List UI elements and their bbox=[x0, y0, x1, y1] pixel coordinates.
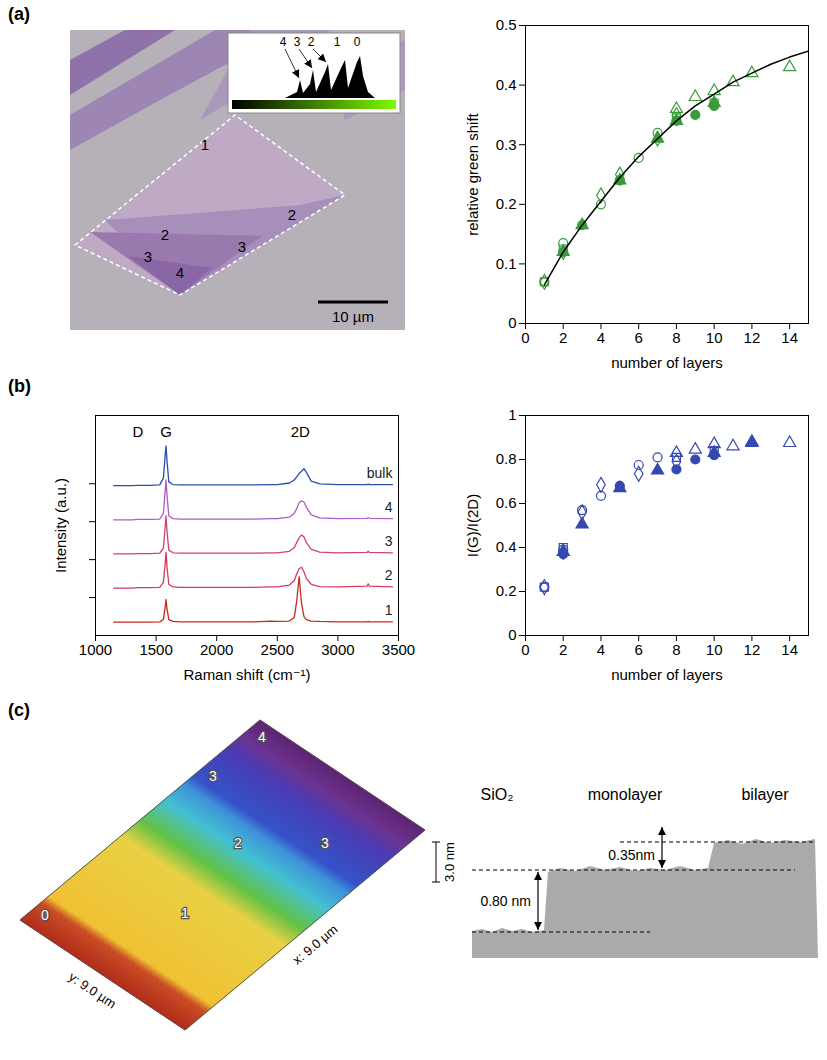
svg-text:0.3: 0.3 bbox=[496, 136, 517, 153]
svg-text:2: 2 bbox=[288, 206, 296, 223]
svg-text:number of layers: number of layers bbox=[611, 666, 723, 683]
svg-text:10: 10 bbox=[706, 641, 723, 658]
svg-text:2: 2 bbox=[559, 329, 567, 346]
svg-text:4: 4 bbox=[176, 264, 184, 281]
svg-text:4: 4 bbox=[597, 641, 605, 658]
svg-text:y: 9.0 µm: y: 9.0 µm bbox=[66, 969, 119, 1011]
svg-text:3: 3 bbox=[294, 35, 301, 49]
svg-text:12: 12 bbox=[744, 641, 761, 658]
svg-text:3.0 nm: 3.0 nm bbox=[442, 842, 457, 882]
svg-text:3: 3 bbox=[385, 533, 393, 549]
svg-text:3: 3 bbox=[144, 248, 152, 265]
svg-text:10: 10 bbox=[706, 329, 723, 346]
svg-text:0.5: 0.5 bbox=[496, 16, 517, 33]
svg-text:0: 0 bbox=[41, 907, 49, 923]
svg-text:2: 2 bbox=[559, 641, 567, 658]
svg-text:3500: 3500 bbox=[382, 641, 415, 658]
svg-text:6: 6 bbox=[635, 329, 643, 346]
svg-text:0.4: 0.4 bbox=[496, 538, 517, 555]
svg-text:1500: 1500 bbox=[139, 641, 172, 658]
svg-text:4: 4 bbox=[597, 329, 605, 346]
svg-text:G: G bbox=[160, 423, 172, 440]
svg-text:I(G)/I(2D): I(G)/I(2D) bbox=[464, 494, 481, 557]
svg-text:(c): (c) bbox=[8, 700, 30, 720]
svg-text:0.8: 0.8 bbox=[496, 450, 517, 467]
svg-text:x: 9.0 µm: x: 9.0 µm bbox=[290, 922, 341, 968]
svg-text:2: 2 bbox=[385, 567, 393, 583]
svg-text:0.1: 0.1 bbox=[496, 255, 517, 272]
svg-text:Intensity (a.u.): Intensity (a.u.) bbox=[52, 478, 69, 573]
svg-text:1: 1 bbox=[508, 406, 516, 423]
svg-text:monolayer: monolayer bbox=[588, 786, 663, 803]
svg-text:4: 4 bbox=[280, 35, 287, 49]
svg-text:0.2: 0.2 bbox=[496, 582, 517, 599]
svg-text:number of layers: number of layers bbox=[611, 354, 723, 371]
svg-text:0: 0 bbox=[508, 626, 516, 643]
svg-text:0.4: 0.4 bbox=[496, 76, 517, 93]
svg-text:1: 1 bbox=[201, 136, 209, 153]
svg-text:6: 6 bbox=[635, 641, 643, 658]
svg-text:0: 0 bbox=[521, 641, 529, 658]
svg-text:3: 3 bbox=[238, 238, 246, 255]
svg-text:0: 0 bbox=[508, 314, 516, 331]
svg-text:1: 1 bbox=[181, 905, 189, 921]
svg-text:3: 3 bbox=[321, 835, 329, 851]
svg-text:4: 4 bbox=[258, 729, 266, 745]
svg-text:4: 4 bbox=[385, 499, 393, 515]
svg-text:1: 1 bbox=[334, 35, 341, 49]
svg-text:1: 1 bbox=[385, 602, 393, 618]
svg-text:14: 14 bbox=[781, 329, 798, 346]
svg-text:bulk: bulk bbox=[367, 465, 394, 481]
svg-text:12: 12 bbox=[744, 329, 761, 346]
svg-text:8: 8 bbox=[672, 329, 680, 346]
svg-text:0.80 nm: 0.80 nm bbox=[480, 893, 531, 909]
svg-text:2000: 2000 bbox=[200, 641, 233, 658]
svg-text:1000: 1000 bbox=[79, 641, 112, 658]
svg-text:3000: 3000 bbox=[321, 641, 354, 658]
svg-text:relative green shift: relative green shift bbox=[464, 112, 481, 235]
svg-text:2500: 2500 bbox=[261, 641, 294, 658]
svg-text:2: 2 bbox=[161, 226, 169, 243]
svg-text:3: 3 bbox=[209, 768, 217, 784]
svg-text:8: 8 bbox=[672, 641, 680, 658]
svg-text:0: 0 bbox=[354, 35, 361, 49]
svg-text:D: D bbox=[132, 423, 143, 440]
svg-text:0.2: 0.2 bbox=[496, 195, 517, 212]
svg-text:SiO₂: SiO₂ bbox=[481, 786, 514, 803]
svg-text:0.6: 0.6 bbox=[496, 494, 517, 511]
svg-text:10 µm: 10 µm bbox=[332, 308, 374, 325]
svg-text:bilayer: bilayer bbox=[741, 786, 789, 803]
svg-text:14: 14 bbox=[781, 641, 798, 658]
svg-text:0.35nm: 0.35nm bbox=[608, 847, 655, 863]
svg-text:(a): (a) bbox=[8, 4, 30, 24]
svg-text:Raman shift (cm⁻¹): Raman shift (cm⁻¹) bbox=[183, 666, 310, 683]
svg-text:2: 2 bbox=[308, 35, 315, 49]
svg-text:(b): (b) bbox=[8, 376, 31, 396]
svg-text:2: 2 bbox=[234, 835, 242, 851]
svg-text:0: 0 bbox=[521, 329, 529, 346]
svg-text:2D: 2D bbox=[291, 423, 310, 440]
